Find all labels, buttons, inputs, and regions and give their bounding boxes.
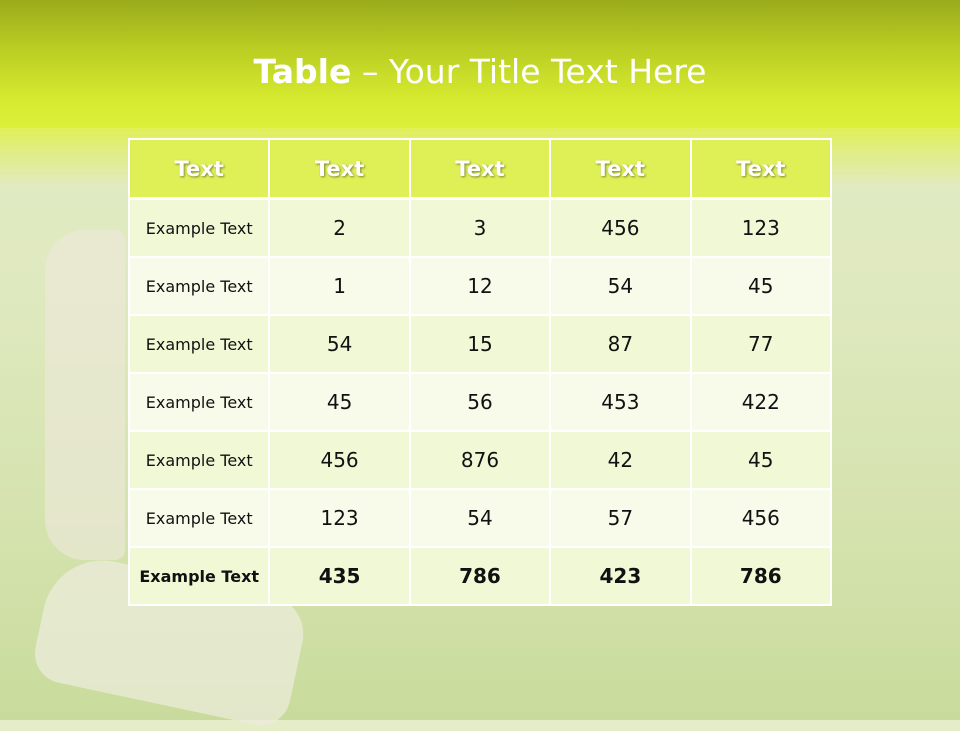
table-row: Example Text 54 15 87 77: [127, 314, 833, 374]
table-row: Example Text 456 876 42 45: [127, 430, 833, 490]
table-cell: 45: [689, 256, 833, 316]
table-cell: 876: [408, 430, 552, 490]
table-cell: 77: [689, 314, 833, 374]
table-cell: 15: [408, 314, 552, 374]
header-row: Text Text Text Text Text: [127, 138, 833, 200]
title-rest: – Your Title Text Here: [351, 52, 707, 91]
column-header: Text: [549, 138, 692, 200]
table-cell: 422: [689, 372, 833, 432]
table-cell: 435: [268, 546, 411, 606]
table-cell: 456: [268, 430, 411, 490]
row-label: Example Text: [127, 488, 271, 548]
table-cell: 54: [408, 488, 552, 548]
table-cell: 87: [549, 314, 692, 374]
row-label: Example Text: [127, 314, 271, 374]
row-label: Example Text: [127, 197, 271, 258]
data-table: Text Text Text Text Text Example Text 2 3 456 12…: [127, 138, 833, 606]
table-cell: 786: [408, 546, 552, 606]
table-row: Example Text 435 786 423 786: [127, 546, 833, 606]
table-cell: 3: [408, 197, 552, 258]
row-label: Example Text: [127, 546, 271, 606]
table-cell: 12: [408, 256, 552, 316]
table-row: Example Text 123 54 57 456: [127, 488, 833, 548]
column-header: Text: [689, 138, 833, 200]
row-label: Example Text: [127, 430, 271, 490]
table-cell: 456: [549, 197, 692, 258]
row-label: Example Text: [127, 372, 271, 432]
table-cell: 42: [549, 430, 692, 490]
table-cell: 786: [689, 546, 833, 606]
title-banner: [0, 0, 960, 132]
table-row: Example Text 2 3 456 123: [127, 197, 833, 258]
table-cell: 45: [268, 372, 411, 432]
table-cell: 54: [549, 256, 692, 316]
table-cell: 54: [268, 314, 411, 374]
table-cell: 453: [549, 372, 692, 432]
title-bold: Table: [253, 52, 352, 91]
table-cell: 45: [689, 430, 833, 490]
column-header: Text: [408, 138, 552, 200]
table-cell: 1: [268, 256, 411, 316]
table-cell: 56: [408, 372, 552, 432]
table-cell: 123: [689, 197, 833, 258]
table-row: Example Text 1 12 54 45: [127, 256, 833, 316]
table-cell: 2: [268, 197, 411, 258]
column-header: Text: [127, 138, 271, 200]
background-photo-arm: [45, 230, 125, 560]
table-cell: 57: [549, 488, 692, 548]
slide-title: Table – Your Title Text Here: [0, 52, 960, 91]
row-label: Example Text: [127, 256, 271, 316]
table-cell: 423: [549, 546, 692, 606]
column-header: Text: [268, 138, 411, 200]
table-cell: 456: [689, 488, 833, 548]
table-cell: 123: [268, 488, 411, 548]
table-row: Example Text 45 56 453 422: [127, 372, 833, 432]
